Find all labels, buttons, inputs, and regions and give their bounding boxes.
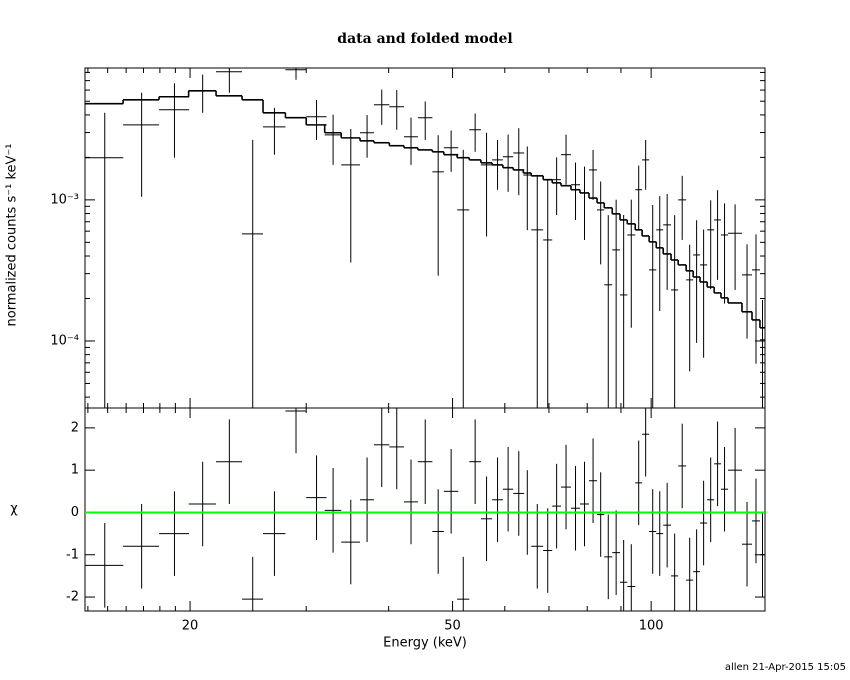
y-tick-label: 0 (71, 505, 79, 520)
y-tick-label: -2 (66, 590, 79, 605)
footer: allen 21-Apr-2015 15:05 (725, 662, 846, 673)
y-axis-label: normalized counts s⁻¹ keV⁻¹ (5, 144, 20, 327)
x-tick-label: 20 (182, 619, 199, 634)
x-tick-label: 100 (639, 619, 664, 634)
y-tick-label: 1 (71, 463, 79, 478)
y-tick-label: 10⁻⁴ (50, 333, 79, 348)
x-axis-label: Energy (keV) (383, 636, 467, 651)
plot-frame (84, 407, 766, 612)
chart-title: data and folded model (337, 31, 512, 47)
x-tick-label: 50 (444, 619, 461, 634)
y-tick-label: 2 (71, 420, 79, 435)
y-tick-label: 10⁻³ (50, 192, 79, 207)
residual-axis-label: χ (10, 502, 18, 517)
y-tick-label: -1 (66, 547, 79, 562)
